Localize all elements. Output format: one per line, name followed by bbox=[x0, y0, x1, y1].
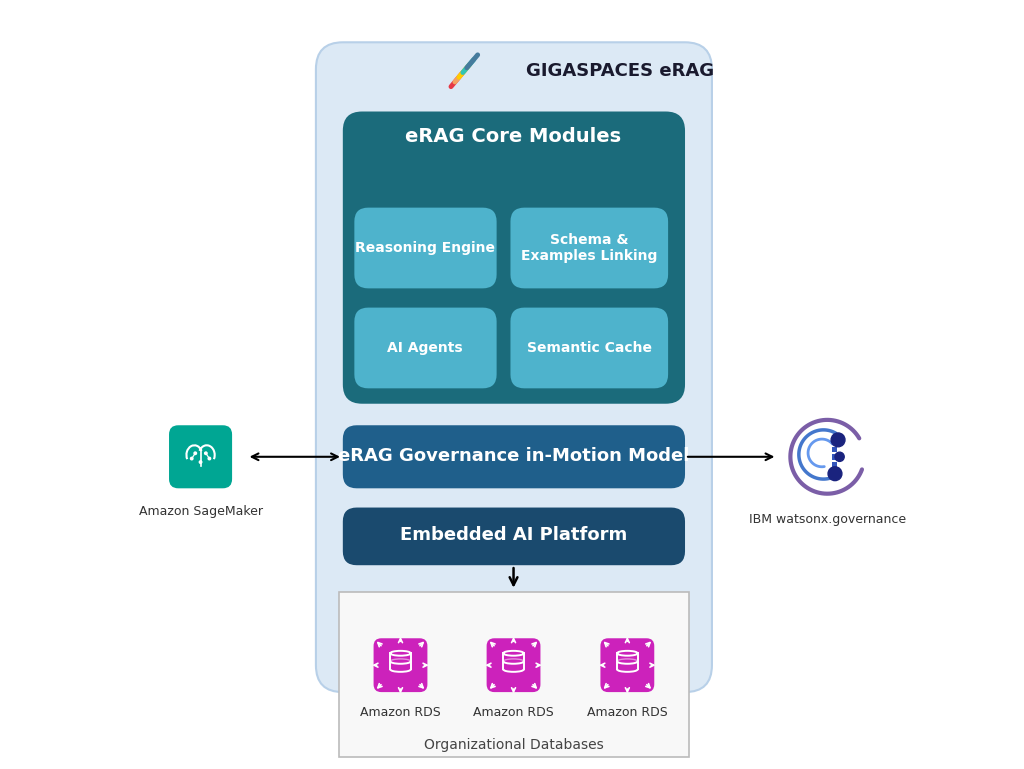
FancyBboxPatch shape bbox=[354, 308, 497, 388]
Text: Amazon SageMaker: Amazon SageMaker bbox=[138, 505, 262, 518]
Text: Amazon RDS: Amazon RDS bbox=[587, 706, 668, 719]
Circle shape bbox=[194, 452, 197, 454]
FancyBboxPatch shape bbox=[510, 308, 668, 388]
FancyBboxPatch shape bbox=[600, 638, 654, 692]
Bar bbox=[831, 447, 838, 452]
Text: Organizational Databases: Organizational Databases bbox=[424, 738, 603, 752]
Circle shape bbox=[835, 452, 844, 461]
Bar bbox=[339, 592, 689, 757]
FancyBboxPatch shape bbox=[316, 42, 712, 692]
FancyBboxPatch shape bbox=[510, 208, 668, 288]
Text: Semantic Cache: Semantic Cache bbox=[527, 341, 652, 355]
FancyBboxPatch shape bbox=[343, 508, 685, 565]
FancyBboxPatch shape bbox=[343, 112, 685, 404]
Text: Schema &
Examples Linking: Schema & Examples Linking bbox=[521, 232, 657, 263]
Circle shape bbox=[828, 467, 842, 481]
Text: IBM watsonx.governance: IBM watsonx.governance bbox=[749, 513, 906, 526]
FancyBboxPatch shape bbox=[374, 638, 427, 692]
FancyBboxPatch shape bbox=[169, 425, 232, 488]
Bar bbox=[390, 654, 411, 669]
Circle shape bbox=[208, 458, 211, 460]
Circle shape bbox=[190, 458, 193, 460]
Circle shape bbox=[205, 452, 207, 454]
Bar bbox=[831, 462, 838, 468]
Text: eRAG Core Modules: eRAG Core Modules bbox=[406, 127, 622, 145]
Circle shape bbox=[200, 461, 202, 463]
Text: AI Agents: AI Agents bbox=[387, 341, 463, 355]
Text: Amazon RDS: Amazon RDS bbox=[360, 706, 441, 719]
Text: Amazon RDS: Amazon RDS bbox=[473, 706, 554, 719]
FancyBboxPatch shape bbox=[486, 638, 541, 692]
FancyBboxPatch shape bbox=[354, 208, 497, 288]
Bar bbox=[831, 454, 838, 460]
Text: Embedded AI Platform: Embedded AI Platform bbox=[400, 526, 627, 544]
Text: GIGASPACES eRAG: GIGASPACES eRAG bbox=[526, 62, 714, 80]
Text: eRAG Governance in-Motion Model: eRAG Governance in-Motion Model bbox=[338, 447, 689, 465]
FancyBboxPatch shape bbox=[343, 425, 685, 488]
Bar bbox=[504, 654, 523, 669]
Circle shape bbox=[831, 433, 845, 447]
Text: Reasoning Engine: Reasoning Engine bbox=[355, 241, 495, 255]
Bar bbox=[617, 654, 638, 669]
